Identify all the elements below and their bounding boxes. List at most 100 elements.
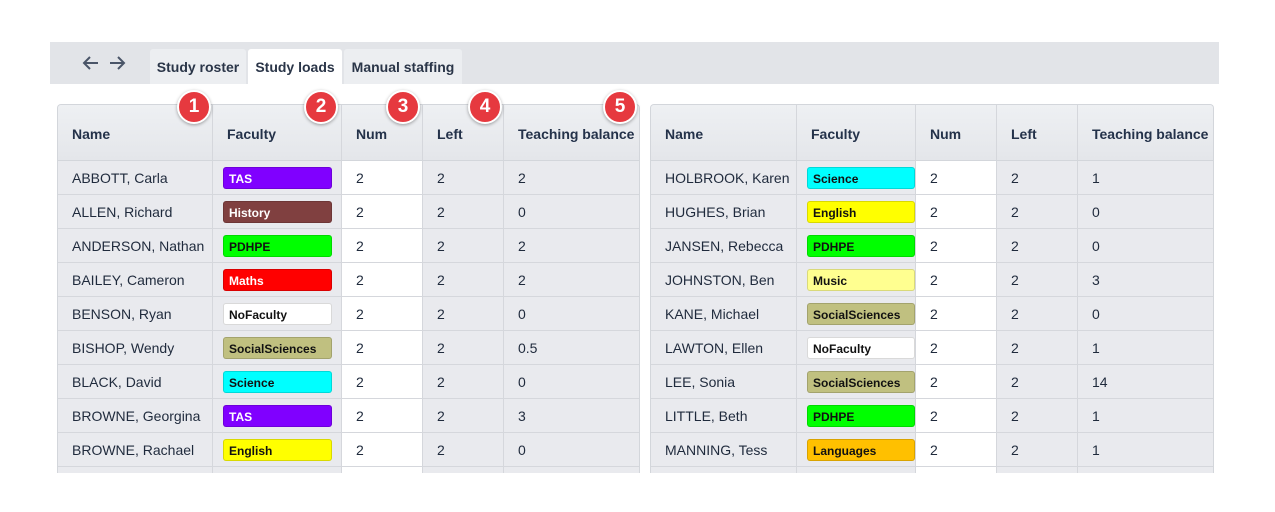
tab[interactable]: Study loads [248,49,342,84]
num-cell[interactable]: 2 [342,399,423,432]
num-cell[interactable]: 2 [916,161,997,194]
name-cell: ABBOTT, Carla [58,161,213,194]
num-cell[interactable]: 2 [916,263,997,296]
faculty-cell: History [213,195,342,228]
name-cell: LAWTON, Ellen [651,331,797,364]
left-cell: 2 [997,399,1078,432]
table-row: BISHOP, Wendy SocialSciences 2 2 0.5 [58,331,639,365]
num-cell[interactable]: 2 [342,433,423,466]
column-header[interactable]: Name [651,105,797,160]
partial-cell [916,467,997,473]
table-row: BLACK, David Science 2 2 0 [58,365,639,399]
balance-cell: 2 [518,237,526,254]
column-header[interactable]: Left [423,105,504,160]
balance-cell: 1 [1092,407,1100,424]
faculty-badge: NoFaculty [807,336,915,359]
left-cell: 2 [423,433,504,466]
balance-cell: 1 [1092,169,1100,186]
name-cell: BROWNE, Georgina [58,399,213,432]
column-header[interactable]: Faculty [797,105,916,160]
partial-cell [651,467,797,473]
partial-row [58,467,639,473]
left-cell: 2 [997,161,1078,194]
faculty-cell: TAS [213,399,342,432]
left-cell: 2 [997,365,1078,398]
balance-cell: 0 [518,441,526,458]
marker-badge: 2 [304,90,338,124]
name-cell: JOHNSTON, Ben [651,263,797,296]
num-cell[interactable]: 2 [342,229,423,262]
name-cell: LITTLE, Beth [651,399,797,432]
tab[interactable]: Manual staffing [344,49,462,84]
column-header[interactable]: Teaching balance [518,125,635,142]
faculty-cell: TAS [213,161,342,194]
faculty-badge: SocialSciences [223,336,332,359]
table-row: JANSEN, Rebecca PDHPE 2 2 0 [651,229,1213,263]
num-cell[interactable]: 2 [916,229,997,262]
faculty-cell: PDHPE [797,399,916,432]
back-button[interactable] [82,55,100,71]
left-cell: 2 [423,365,504,398]
table-row: ALLEN, Richard History 2 2 0 [58,195,639,229]
left-cell: 2 [997,297,1078,330]
faculty-badge: PDHPE [807,404,915,427]
left-cell: 2 [423,297,504,330]
balance-cell: 3 [1092,271,1100,288]
num-cell[interactable]: 2 [342,195,423,228]
num-cell[interactable]: 2 [342,297,423,330]
num-cell[interactable]: 2 [916,365,997,398]
num-cell[interactable]: 2 [916,331,997,364]
left-cell: 2 [423,161,504,194]
table-row: BROWNE, Georgina TAS 2 2 3 [58,399,639,433]
num-cell[interactable]: 2 [342,331,423,364]
balance-cell: 0 [518,203,526,220]
name-cell: HOLBROOK, Karen [651,161,797,194]
num-cell[interactable]: 2 [916,433,997,466]
num-cell[interactable]: 2 [342,365,423,398]
left-cell: 2 [997,195,1078,228]
tab[interactable]: Study roster [150,49,246,84]
balance-cell: 1 [1092,441,1100,458]
num-cell[interactable]: 2 [916,297,997,330]
table-row: HOLBROOK, Karen Science 2 2 1 [651,161,1213,195]
balance-cell: 2 [518,271,526,288]
header-row: Name Faculty Num Left Teaching balance [651,105,1213,161]
column-header[interactable]: Faculty [213,105,342,160]
table-row: BROWNE, Rachael English 2 2 0 [58,433,639,467]
balance-cell: 0.5 [518,339,538,356]
forward-button[interactable] [108,55,126,71]
faculty-cell: English [213,433,342,466]
name-cell: BISHOP, Wendy [58,331,213,364]
left-cell: 2 [997,331,1078,364]
balance-cell: 0 [1092,203,1100,220]
faculty-badge: PDHPE [223,234,332,257]
partial-cell [423,467,504,473]
balance-cell: 0 [1092,237,1100,254]
column-header[interactable]: Left [997,105,1078,160]
partial-row [651,467,1213,473]
faculty-cell: Languages [797,433,916,466]
left-cell: 2 [997,263,1078,296]
faculty-cell: Science [797,161,916,194]
faculty-badge: English [223,438,332,461]
name-cell: HUGHES, Brian [651,195,797,228]
marker-badge: 3 [386,90,420,124]
partial-cell [997,467,1078,473]
left-cell: 2 [423,399,504,432]
faculty-badge: PDHPE [807,234,915,257]
column-header[interactable]: Teaching balance [1092,125,1209,142]
num-cell[interactable]: 2 [916,195,997,228]
column-header[interactable]: Num [916,105,997,160]
faculty-cell: SocialSciences [797,365,916,398]
faculty-badge [223,472,332,473]
column-header[interactable]: Name [58,105,213,160]
num-cell[interactable]: 2 [342,161,423,194]
num-cell[interactable]: 2 [342,263,423,296]
column-header[interactable]: Num [342,105,423,160]
faculty-cell: SocialSciences [797,297,916,330]
name-cell: BENSON, Ryan [58,297,213,330]
balance-cell: 2 [518,169,526,186]
num-cell[interactable]: 2 [916,399,997,432]
table-row: BAILEY, Cameron Maths 2 2 2 [58,263,639,297]
